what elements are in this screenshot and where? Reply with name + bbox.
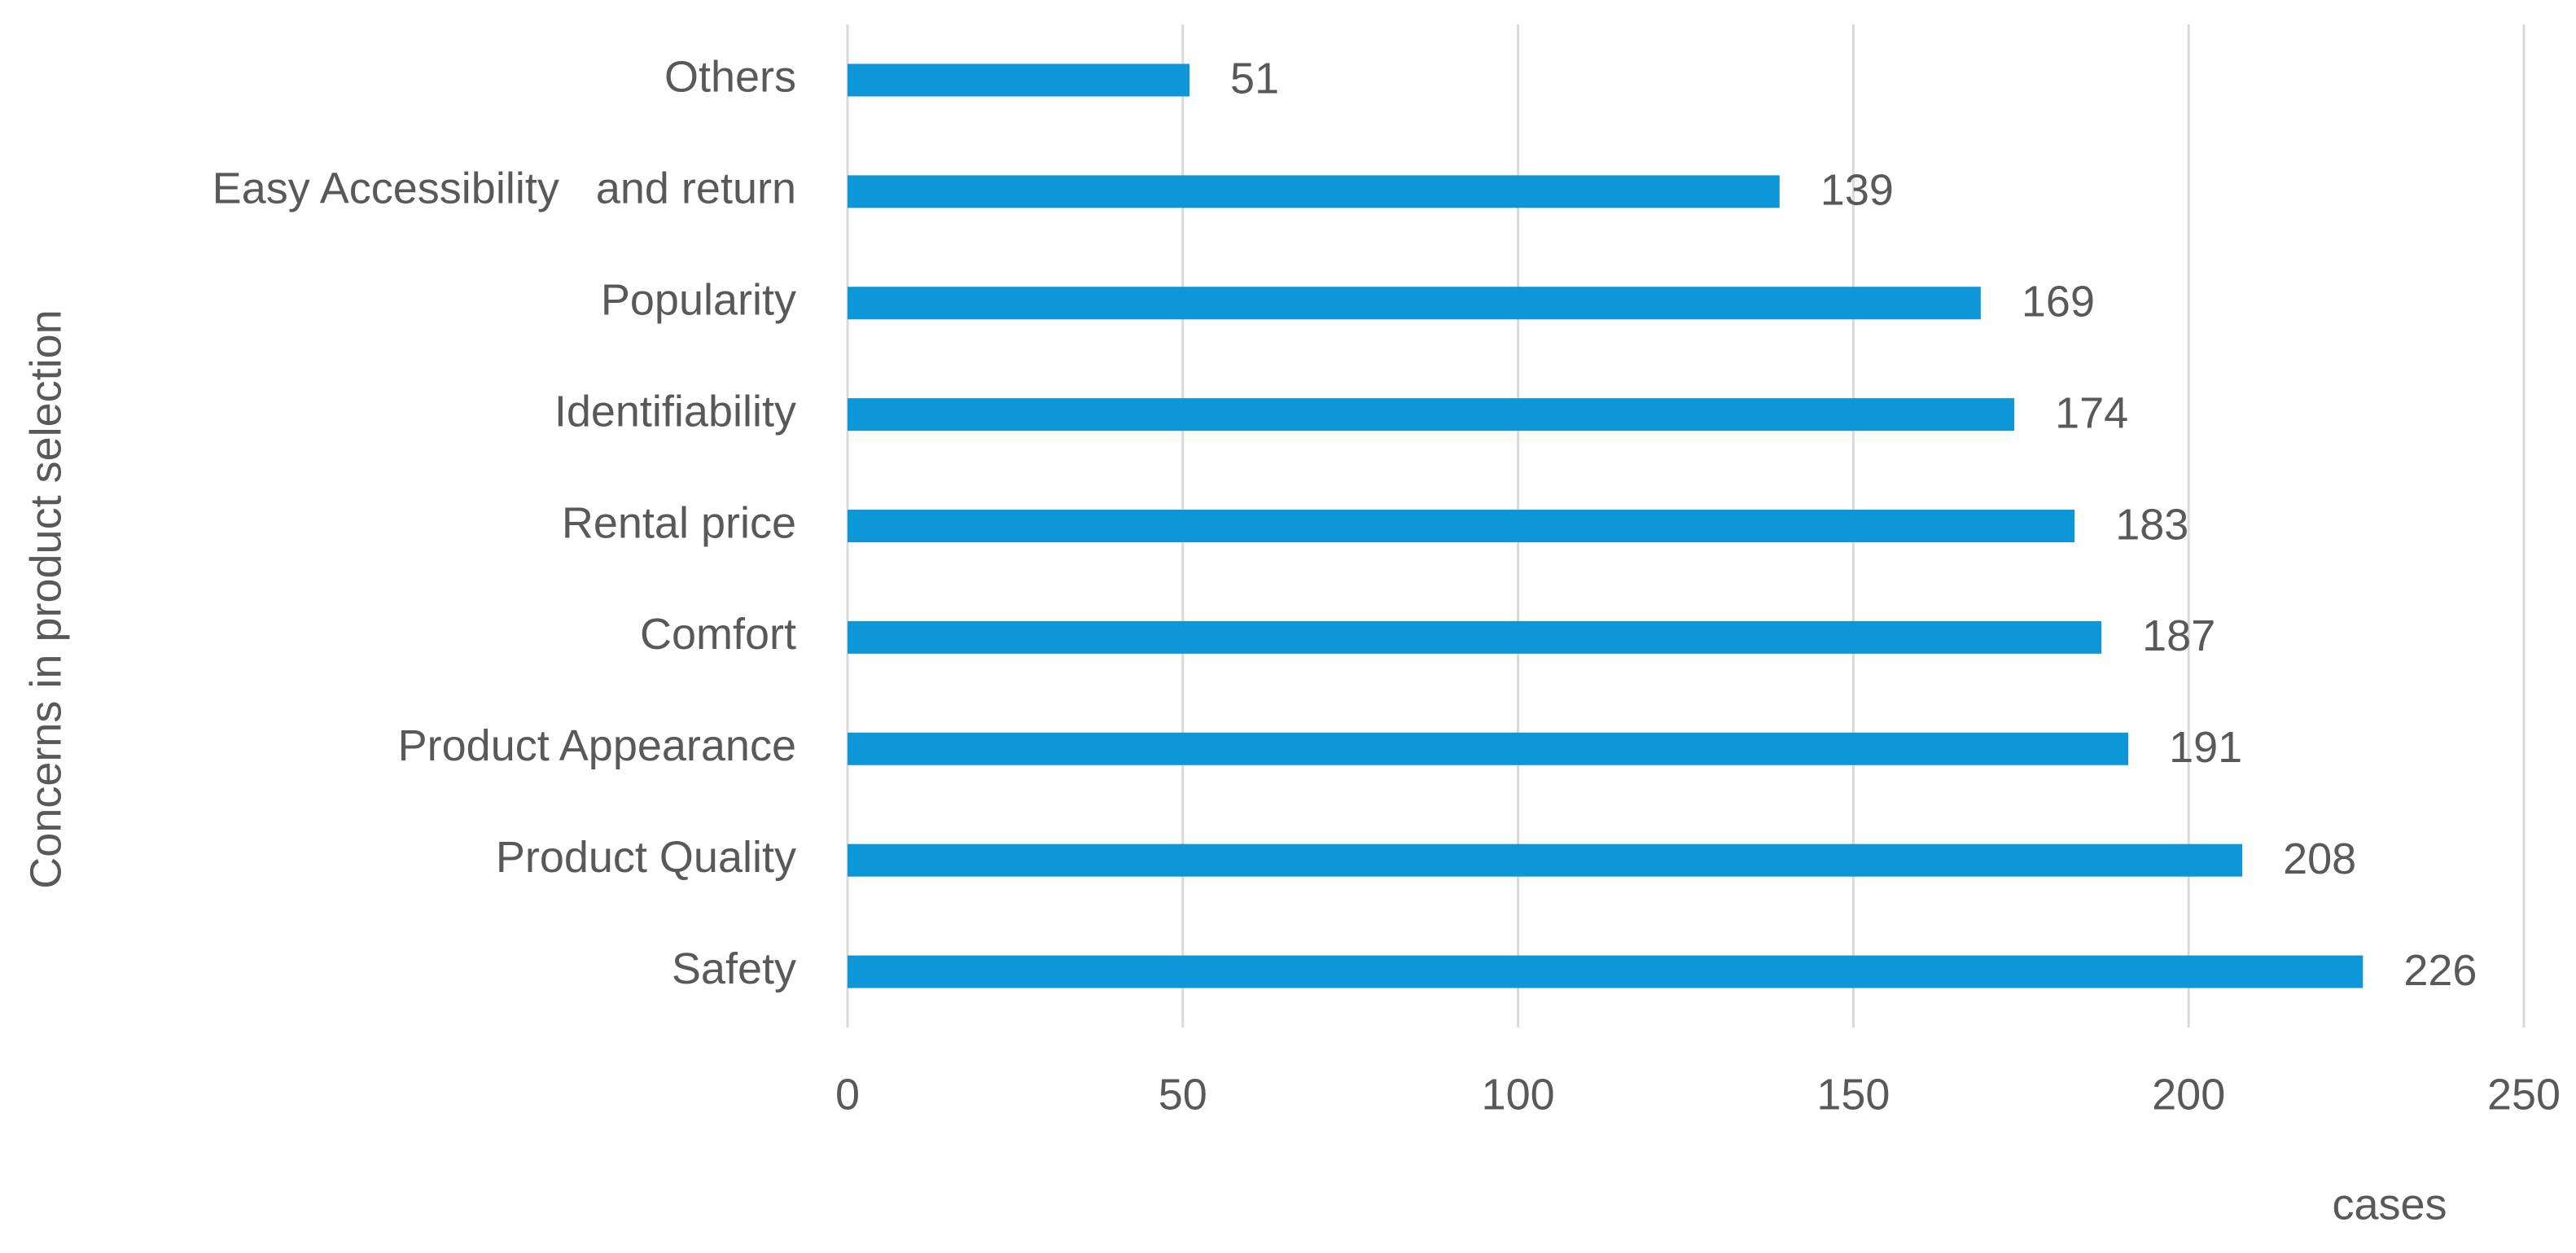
bar bbox=[848, 398, 2015, 432]
x-tick-label: 150 bbox=[1816, 1070, 1890, 1119]
bar bbox=[848, 64, 1190, 97]
x-tick-label: 50 bbox=[1159, 1070, 1207, 1119]
x-axis-title: cases bbox=[2332, 1180, 2447, 1229]
y-tick-label: Safety bbox=[672, 944, 796, 993]
value-label: 183 bbox=[2115, 500, 2188, 549]
bar bbox=[848, 510, 2075, 542]
value-label: 208 bbox=[2283, 835, 2356, 883]
y-tick-label: Product Appearance bbox=[398, 721, 796, 770]
bar bbox=[848, 732, 2129, 765]
value-label: 191 bbox=[2169, 723, 2242, 772]
bar bbox=[848, 843, 2243, 877]
y-tick-label: Identifiability bbox=[554, 387, 796, 436]
value-label: 139 bbox=[1820, 166, 1894, 215]
x-tick-label: 200 bbox=[2152, 1070, 2225, 1119]
y-tick-label: Product Quality bbox=[496, 833, 796, 882]
bar bbox=[848, 620, 2102, 654]
value-label: 169 bbox=[2022, 277, 2095, 326]
bar bbox=[848, 287, 1981, 320]
y-axis-title: Concerns in product selection bbox=[21, 309, 70, 888]
value-label: 187 bbox=[2142, 611, 2215, 660]
y-tick-label: Popularity bbox=[601, 275, 796, 324]
x-tick-label: 250 bbox=[2487, 1070, 2561, 1119]
y-tick-label: Comfort bbox=[640, 610, 796, 659]
bar bbox=[848, 955, 2364, 988]
x-tick-label: 100 bbox=[1482, 1070, 1555, 1119]
value-label: 226 bbox=[2403, 946, 2477, 995]
bar bbox=[848, 175, 1780, 208]
x-tick-label: 0 bbox=[835, 1070, 860, 1119]
y-tick-label: Easy Accessibility and return bbox=[212, 164, 796, 213]
y-tick-label: Others bbox=[664, 53, 796, 102]
value-label: 51 bbox=[1230, 55, 1279, 103]
value-label: 174 bbox=[2055, 388, 2128, 437]
y-tick-label: Rental price bbox=[562, 498, 796, 547]
